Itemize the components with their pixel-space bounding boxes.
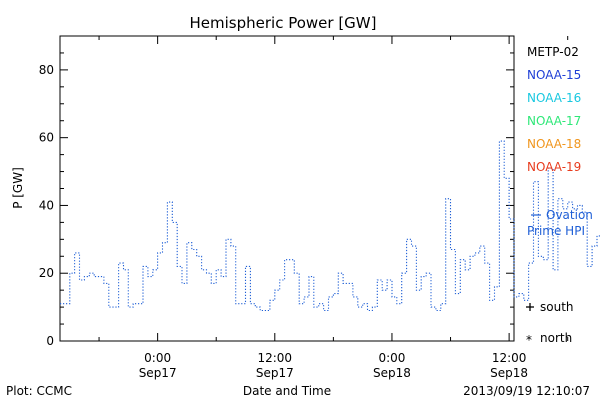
x-tick-label-time: 12:00	[492, 351, 527, 365]
ovation-prime-hpi-line	[60, 140, 600, 312]
y-tick-label: 0	[46, 334, 54, 348]
x-tick-label-date: Sep17	[256, 366, 294, 380]
legend-south-label: south	[540, 300, 574, 314]
legend-north-marker: *	[526, 333, 532, 347]
x-axis-label: Date and Time	[243, 384, 331, 398]
y-tick-label: 20	[39, 266, 54, 280]
plot-timestamp: 2013/09/19 12:10:07	[463, 384, 590, 398]
plot-credit: Plot: CCMC	[6, 384, 72, 398]
legend-ovation-line1: Ovation	[546, 208, 593, 222]
y-tick-label: 80	[39, 63, 54, 77]
x-tick-label-date: Sep18	[373, 366, 411, 380]
data-series	[60, 140, 600, 312]
x-tick-label-date: Sep17	[139, 366, 177, 380]
legend-noaa-19: NOAA-19	[527, 160, 581, 174]
x-tick-label-date: Sep18	[490, 366, 528, 380]
legend: METP-02 NOAA-15 NOAA-16 NOAA-17 NOAA-18 NOAA-…	[526, 45, 593, 347]
y-tick-label: 60	[39, 131, 54, 145]
axes: 0204060800:00Sep1712:00Sep170:00Sep1812:…	[39, 36, 569, 380]
legend-north-label: north	[540, 331, 572, 345]
y-tick-label: 40	[39, 198, 54, 212]
legend-ovation-line2: Prime HPI	[527, 224, 585, 238]
legend-noaa-18: NOAA-18	[527, 137, 581, 151]
legend-metp-02: METP-02	[527, 45, 579, 59]
x-tick-label-time: 0:00	[144, 351, 171, 365]
legend-noaa-15: NOAA-15	[527, 68, 581, 82]
legend-noaa-17: NOAA-17	[527, 114, 581, 128]
x-tick-label-time: 12:00	[257, 351, 292, 365]
y-axis-label: P [GW]	[11, 167, 25, 209]
legend-noaa-16: NOAA-16	[527, 91, 581, 105]
x-tick-label-time: 0:00	[378, 351, 405, 365]
chart-title: Hemispheric Power [GW]	[190, 14, 377, 32]
